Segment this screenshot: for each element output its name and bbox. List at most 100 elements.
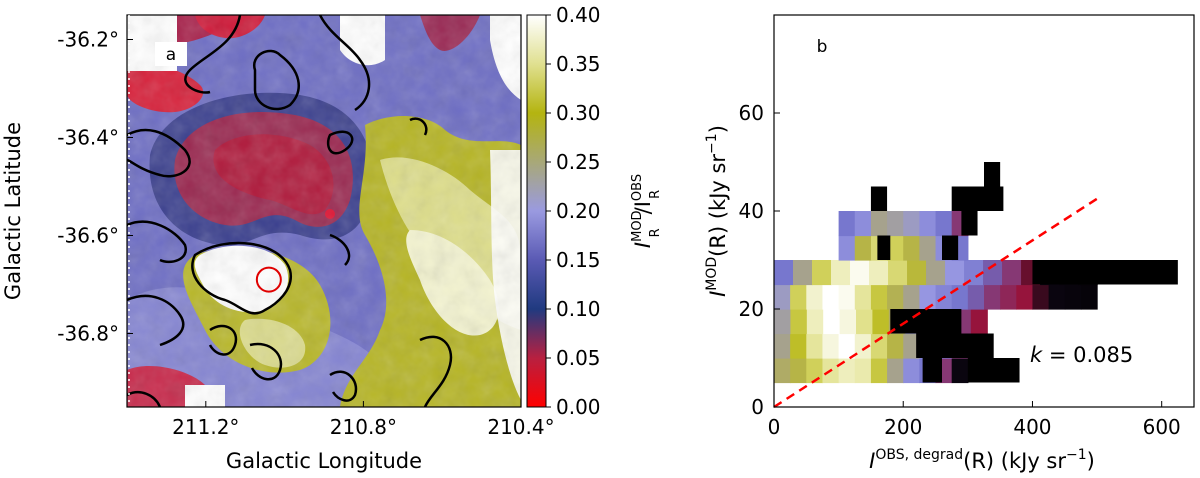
histogram-bin bbox=[887, 211, 904, 237]
colorbar-tick-label: 0.40 bbox=[556, 3, 601, 27]
panel-b-xtick-label: 400 bbox=[1013, 415, 1051, 439]
histogram-bin bbox=[838, 358, 856, 384]
histogram-bin bbox=[903, 358, 920, 384]
histogram-bin bbox=[903, 284, 920, 310]
histogram-bin bbox=[838, 235, 856, 261]
histogram-bin bbox=[1002, 260, 1022, 286]
histogram-bin bbox=[888, 260, 908, 286]
histogram-bin bbox=[926, 260, 946, 286]
contours bbox=[127, 15, 453, 407]
panel-a-xtick-label: 210.8° bbox=[330, 415, 397, 439]
histogram-bin bbox=[872, 309, 890, 335]
histogram-bin-outlier bbox=[870, 186, 888, 211]
colorbar-tick-label: 0.00 bbox=[556, 395, 601, 419]
histogram-bin bbox=[870, 211, 888, 237]
histogram-bin bbox=[903, 211, 920, 237]
panel-b-ytick-label: 60 bbox=[739, 101, 764, 125]
histogram-bin bbox=[856, 309, 874, 335]
histogram-bin bbox=[806, 309, 824, 335]
histogram-bin-outlier bbox=[890, 309, 962, 334]
histogram-bin bbox=[887, 358, 904, 384]
k-value-label: k = 0.085 bbox=[1030, 343, 1133, 367]
histogram-bin bbox=[1032, 284, 1050, 310]
histogram-bin bbox=[774, 284, 791, 310]
histogram-bin bbox=[854, 284, 872, 310]
histogram-bin bbox=[951, 284, 969, 310]
panel-b-label: b bbox=[817, 37, 828, 57]
histogram-bin-outlier bbox=[1032, 260, 1178, 285]
histogram-bin bbox=[838, 211, 856, 237]
histogram-bin bbox=[823, 309, 841, 335]
histogram-bin-outlier bbox=[922, 358, 942, 383]
panel-b-xlabel: IOBS, degrad(R) (kJy sr−1) bbox=[869, 447, 1095, 473]
histogram-bin bbox=[919, 211, 937, 237]
histogram-bin bbox=[935, 211, 953, 237]
histogram-bin bbox=[919, 284, 937, 310]
histogram-bin bbox=[870, 358, 888, 384]
map-image bbox=[127, 15, 521, 407]
histogram-bin-outlier bbox=[942, 235, 959, 260]
panel-a-axes: 211.2° 210.8° 210.4° -36.2° -36.4° -36.6° -36.… bbox=[57, 28, 554, 440]
panel-b-ytick-label: 20 bbox=[739, 297, 764, 321]
histogram-bin bbox=[790, 333, 807, 359]
histogram-bin bbox=[806, 333, 824, 359]
marker-circle bbox=[255, 266, 282, 293]
fit-line bbox=[773, 197, 1098, 409]
colorbar-label: IMOD R/IOBS R bbox=[630, 174, 663, 248]
histogram-bin bbox=[854, 211, 872, 237]
colorbar-ticks: 0.00 0.05 0.10 0.15 0.20 0.25 0.30 0.35 0.40 bbox=[546, 3, 601, 419]
histogram-bin-outlier bbox=[967, 358, 1020, 383]
panel-b-ytick-label: 0 bbox=[751, 395, 764, 419]
colorbar-tick-label: 0.20 bbox=[556, 199, 601, 223]
histogram-bin bbox=[790, 358, 807, 384]
histogram-bin bbox=[854, 333, 872, 359]
histogram-bin bbox=[887, 333, 904, 359]
histogram-bin bbox=[983, 260, 1003, 286]
histogram-bin-outlier bbox=[951, 186, 1004, 211]
histogram-bin bbox=[984, 284, 1001, 310]
histogram-bin bbox=[774, 260, 794, 286]
colorbar-tick-label: 0.05 bbox=[556, 346, 601, 370]
histogram-bin-outlier bbox=[984, 162, 1001, 187]
histogram-bin bbox=[838, 333, 856, 359]
panel-b-xtick-label: 0 bbox=[768, 415, 781, 439]
histogram-bin bbox=[806, 358, 824, 384]
histogram-bin bbox=[951, 358, 969, 384]
panel-a-ytick-label: -36.6° bbox=[57, 224, 119, 248]
panel-a: a 211.2° 210.8° 210.4° -36.2° -36.4° -36.6° -3… bbox=[1, 3, 663, 473]
histogram-bin bbox=[970, 309, 988, 335]
colorbar-tick-label: 0.10 bbox=[556, 297, 601, 321]
histogram-bin bbox=[907, 260, 927, 286]
histogram-bin bbox=[903, 235, 920, 261]
panel-a-ytick-label: -36.2° bbox=[57, 28, 119, 52]
histogram-bin bbox=[869, 260, 889, 286]
histogram-bin bbox=[945, 260, 965, 286]
panel-a-xtick-label: 211.2° bbox=[172, 415, 239, 439]
panel-a-ytick-label: -36.4° bbox=[57, 126, 119, 150]
panel-b: 0 200 400 600 0 20 40 60 b k = 0.085 IOBS, degr… bbox=[704, 14, 1195, 473]
panel-b-bins bbox=[774, 162, 1178, 384]
histogram-bin bbox=[887, 284, 904, 310]
histogram-bin bbox=[1048, 284, 1066, 310]
histogram-bin bbox=[854, 358, 872, 384]
histogram-bin bbox=[967, 284, 985, 310]
histogram-bin bbox=[774, 358, 791, 384]
panel-b-xtick-label: 200 bbox=[884, 415, 922, 439]
histogram-bin bbox=[831, 260, 851, 286]
colorbar-tick-label: 0.15 bbox=[556, 248, 601, 272]
histogram-bin bbox=[964, 260, 984, 286]
histogram-bin-outlier bbox=[916, 333, 994, 358]
histogram-bin bbox=[850, 260, 870, 286]
panel-a-ytick-label: -36.8° bbox=[57, 322, 119, 346]
histogram-bin bbox=[1064, 284, 1082, 310]
colorbar-tick-label: 0.35 bbox=[556, 52, 601, 76]
histogram-bin bbox=[806, 284, 824, 310]
panel-a-label: a bbox=[166, 45, 176, 65]
histogram-bin-outlier bbox=[961, 211, 978, 236]
panel-b-axes: 0 200 400 600 0 20 40 60 bbox=[739, 101, 1181, 439]
histogram-bin bbox=[774, 333, 791, 359]
histogram-bin bbox=[1016, 284, 1034, 310]
histogram-bin bbox=[838, 284, 856, 310]
histogram-bin bbox=[870, 333, 888, 359]
